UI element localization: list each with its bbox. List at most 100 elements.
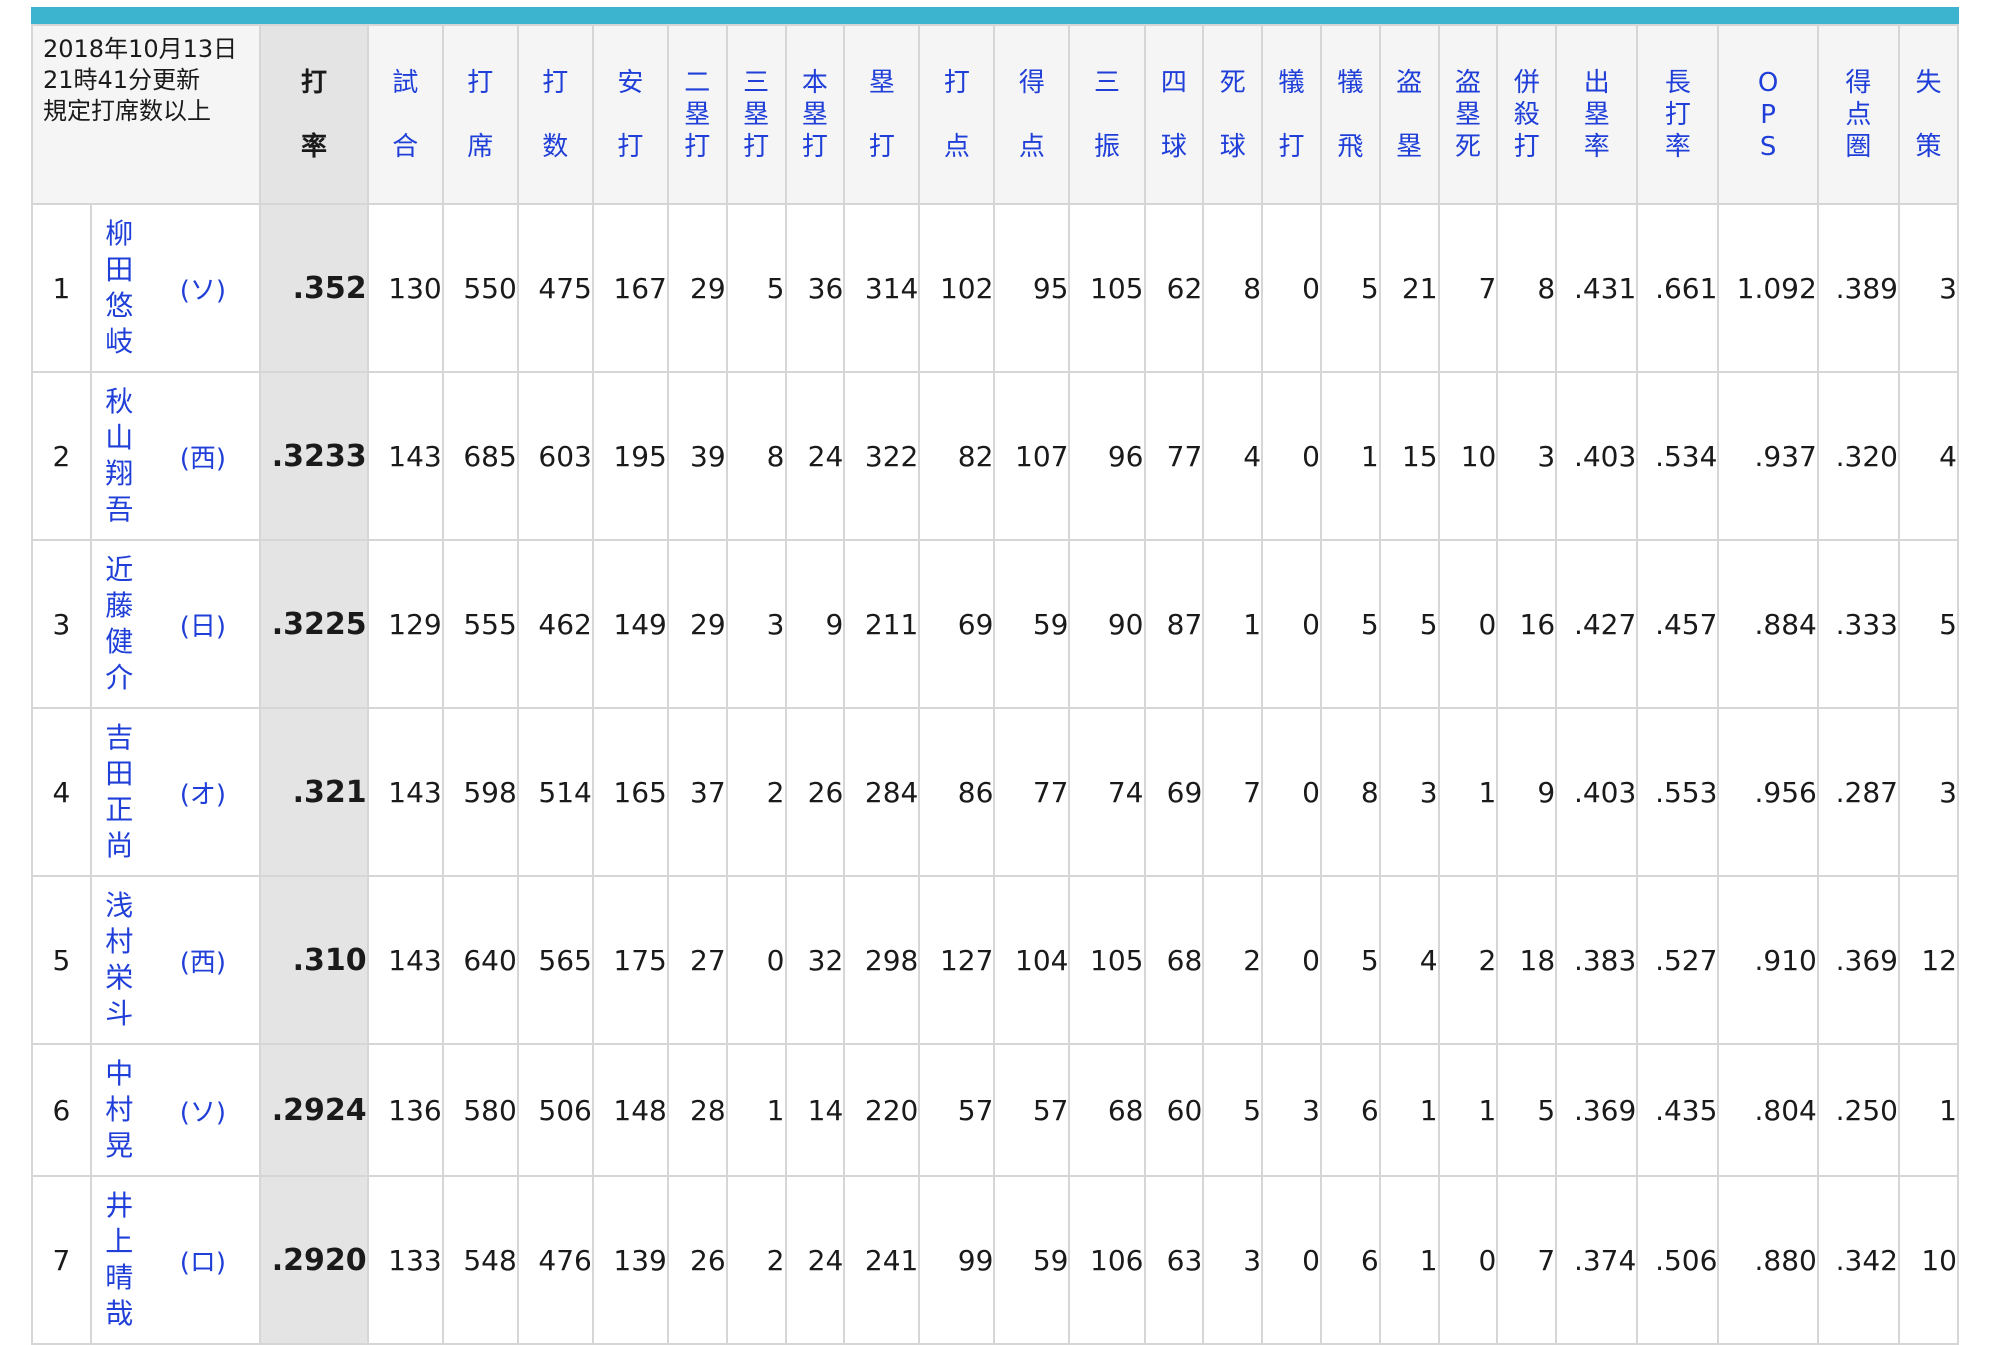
- col-gdp[interactable]: 併殺打: [1496, 24, 1558, 205]
- col-errors[interactable]: 失策: [1897, 24, 1960, 205]
- team-link[interactable]: (ロ): [146, 1175, 262, 1345]
- caught-stealing: 1: [1437, 1043, 1499, 1177]
- col-hbp[interactable]: 死球: [1202, 24, 1264, 205]
- home-runs: 14: [784, 1043, 846, 1177]
- table-row: 1 柳田悠岐 (ソ) .352 130 550 475 167 29 5 36 …: [31, 203, 1960, 373]
- col-avg[interactable]: 打率: [259, 24, 369, 205]
- ops: .937: [1717, 371, 1819, 541]
- total-bases: 241: [843, 1175, 921, 1345]
- triples: 2: [725, 707, 787, 877]
- home-runs: 32: [784, 875, 846, 1045]
- col-triples[interactable]: 三塁打: [725, 24, 787, 205]
- rbi: 127: [918, 875, 996, 1045]
- hits: 165: [591, 707, 669, 877]
- walks: 87: [1143, 539, 1205, 709]
- strikeouts: 74: [1068, 707, 1146, 877]
- player-name-link[interactable]: 中村晃: [89, 1043, 147, 1177]
- sacrifice-bunts: 0: [1261, 875, 1322, 1045]
- col-ab[interactable]: 打数: [516, 24, 594, 205]
- hit-by-pitch: 4: [1202, 371, 1264, 541]
- stolen-bases: 15: [1378, 371, 1440, 541]
- col-bb[interactable]: 四球: [1143, 24, 1205, 205]
- team-link[interactable]: (ソ): [146, 1043, 262, 1177]
- errors: 5: [1897, 539, 1960, 709]
- table-row: 3 近藤健介 (日) .3225 129 555 462 149 29 3 9 …: [31, 539, 1960, 709]
- player-name-link[interactable]: 近藤健介: [89, 539, 147, 709]
- at-bats: 475: [516, 203, 594, 373]
- triples: 5: [725, 203, 787, 373]
- strikeouts: 96: [1068, 371, 1146, 541]
- col-pa[interactable]: 打席: [441, 24, 519, 205]
- team-link[interactable]: (ソ): [146, 203, 262, 373]
- strikeouts: 105: [1068, 203, 1146, 373]
- games: 143: [366, 371, 444, 541]
- batting-average: .352: [259, 203, 369, 373]
- double-plays: 3: [1496, 371, 1558, 541]
- errors: 4: [1897, 371, 1960, 541]
- player-name-link[interactable]: 柳田悠岐: [89, 203, 147, 373]
- team-link[interactable]: (オ): [146, 707, 262, 877]
- col-doubles[interactable]: 二塁打: [666, 24, 728, 205]
- plate-appearances: 640: [441, 875, 519, 1045]
- team-link[interactable]: (西): [146, 371, 262, 541]
- player-name-link[interactable]: 吉田正尚: [89, 707, 147, 877]
- team-link[interactable]: (日): [146, 539, 262, 709]
- ops: .804: [1717, 1043, 1819, 1177]
- hits: 139: [591, 1175, 669, 1345]
- col-sb[interactable]: 盗塁: [1378, 24, 1440, 205]
- runs: 77: [993, 707, 1071, 877]
- rbi: 99: [918, 1175, 996, 1345]
- col-slg[interactable]: 長打率: [1636, 24, 1720, 205]
- update-info: 2018年10月13日21時41分更新 規定打席数以上: [30, 24, 262, 205]
- accent-header-bar: [31, 7, 1959, 24]
- errors: 1: [1897, 1043, 1960, 1177]
- slugging-pct: .435: [1636, 1043, 1720, 1177]
- rbi: 57: [918, 1043, 996, 1177]
- col-sf[interactable]: 犠飛: [1319, 24, 1381, 205]
- col-games[interactable]: 試合: [366, 24, 444, 205]
- triples: 2: [725, 1175, 787, 1345]
- doubles: 29: [666, 203, 728, 373]
- rbi: 82: [918, 371, 996, 541]
- col-tb[interactable]: 塁打: [843, 24, 921, 205]
- on-base-pct: .403: [1555, 371, 1639, 541]
- sacrifice-bunts: 0: [1261, 1175, 1322, 1345]
- sacrifice-flies: 8: [1319, 707, 1381, 877]
- col-rbi[interactable]: 打点: [918, 24, 996, 205]
- risp-average: .369: [1816, 875, 1900, 1045]
- hit-by-pitch: 2: [1202, 875, 1264, 1045]
- batting-average: .2920: [259, 1175, 369, 1345]
- col-risp[interactable]: 得点圏: [1816, 24, 1900, 205]
- total-bases: 211: [843, 539, 921, 709]
- walks: 63: [1143, 1175, 1205, 1345]
- col-runs[interactable]: 得点: [993, 24, 1071, 205]
- col-sh[interactable]: 犠打: [1261, 24, 1322, 205]
- player-name-link[interactable]: 井上晴哉: [89, 1175, 147, 1345]
- errors: 3: [1897, 203, 1960, 373]
- header-row: 2018年10月13日21時41分更新 規定打席数以上 打率 試合 打席 打数 …: [30, 24, 1960, 205]
- doubles: 27: [666, 875, 728, 1045]
- strikeouts: 105: [1068, 875, 1146, 1045]
- col-cs[interactable]: 盗塁死: [1437, 24, 1499, 205]
- col-so[interactable]: 三振: [1068, 24, 1146, 205]
- double-plays: 18: [1496, 875, 1558, 1045]
- slugging-pct: .661: [1636, 203, 1720, 373]
- runs: 59: [993, 1175, 1071, 1345]
- double-plays: 8: [1496, 203, 1558, 373]
- hit-by-pitch: 7: [1202, 707, 1264, 877]
- rank: 4: [31, 707, 92, 877]
- col-ops[interactable]: OPS: [1717, 24, 1819, 205]
- team-link[interactable]: (西): [146, 875, 262, 1045]
- caught-stealing: 0: [1437, 539, 1499, 709]
- col-obp[interactable]: 出塁率: [1555, 24, 1639, 205]
- hits: 149: [591, 539, 669, 709]
- slugging-pct: .553: [1636, 707, 1720, 877]
- player-name-link[interactable]: 浅村栄斗: [89, 875, 147, 1045]
- player-name-link[interactable]: 秋山翔吾: [89, 371, 147, 541]
- walks: 69: [1143, 707, 1205, 877]
- rbi: 86: [918, 707, 996, 877]
- games: 133: [366, 1175, 444, 1345]
- runs: 59: [993, 539, 1071, 709]
- col-hits[interactable]: 安打: [591, 24, 669, 205]
- col-hr[interactable]: 本塁打: [784, 24, 846, 205]
